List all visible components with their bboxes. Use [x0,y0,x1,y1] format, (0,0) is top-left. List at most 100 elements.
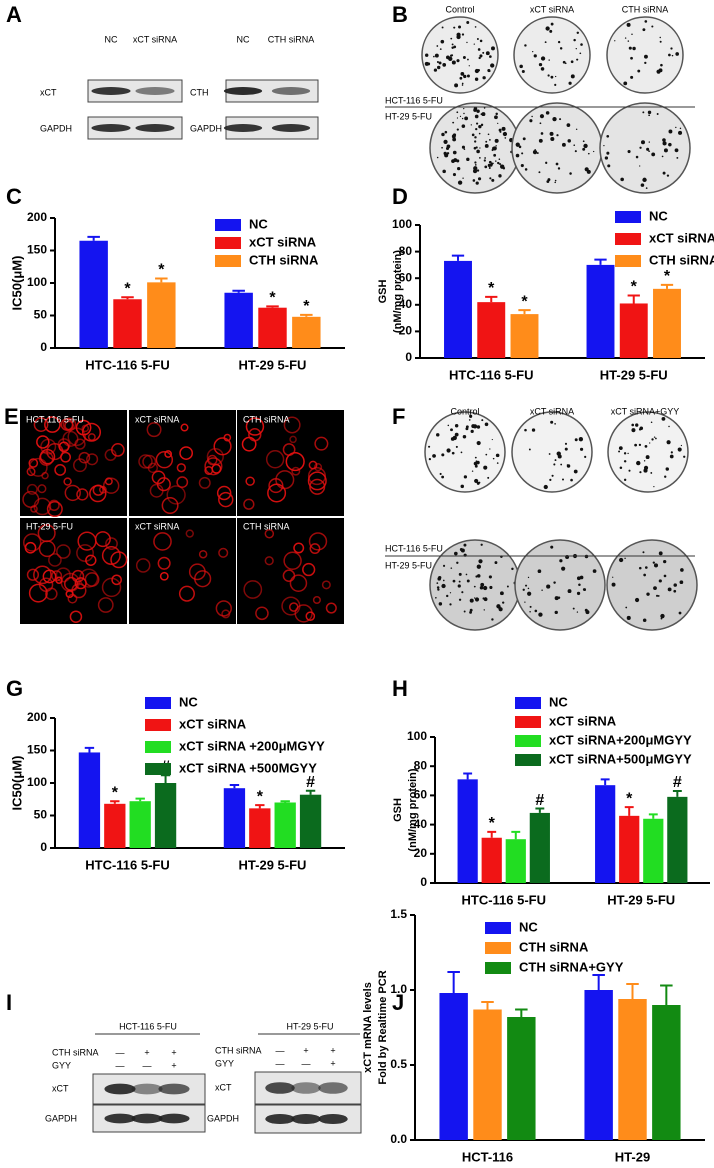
colony [446,152,450,155]
legend-label: xCT siRNA [249,234,317,249]
colony [454,83,459,88]
y-axis-label: Fold by Realtime PCR [377,970,389,1084]
panel-letter: F [392,404,405,429]
legend-label: NC [179,694,198,709]
colony [550,75,554,79]
colony [579,575,584,580]
colony [576,31,580,34]
colony [650,472,653,474]
colony [450,567,453,569]
colony [462,56,466,59]
cell [135,558,151,573]
colony [653,486,655,488]
image-label: HCT-116 5-FU [26,414,84,424]
cell [312,595,321,605]
colony [663,574,667,578]
lane-label: CTH siRNA [268,34,315,44]
row-label: xCT [52,1083,69,1093]
colony [485,453,488,456]
colony [643,573,646,577]
bar [104,803,126,848]
band [131,1113,163,1124]
band [318,1082,348,1094]
colony [646,592,650,596]
cell [288,602,299,612]
panel-letter: D [392,184,408,209]
sign: + [144,1047,149,1057]
colony [452,173,456,177]
colony [531,428,536,432]
colony [573,469,578,474]
blot [87,116,183,140]
colony [659,36,661,39]
error-bar [447,971,460,993]
colony [478,132,481,135]
colony [445,55,450,60]
cell [92,484,104,496]
significance-mark: * [112,784,119,801]
colony [538,612,543,617]
cell [78,451,91,464]
colony [576,611,579,613]
panel-letter: C [6,184,22,209]
row-label: CTH [190,87,209,97]
cell [283,551,302,570]
colony [463,543,467,547]
cell [81,424,90,433]
colony [547,74,550,77]
colony [680,444,682,447]
colony [463,610,466,613]
cell [176,476,189,489]
y-tick-label: 150 [27,243,47,257]
error-bar [300,313,313,317]
colony [474,597,480,602]
colony [428,457,431,461]
colony [536,152,539,155]
colony [678,611,682,615]
colony [477,69,480,72]
legend-label: CTH siRNA [249,252,319,267]
colony [649,442,651,444]
cell [105,537,118,551]
colony [676,156,679,159]
legend-label: CTH siRNA+GYY [519,959,624,974]
significance-mark: * [488,280,495,297]
colony [534,149,536,151]
colony [584,455,587,458]
column-label: xCT siRNA [530,4,574,14]
colony [539,122,542,125]
cell [255,606,269,621]
bar [223,788,246,848]
colony [651,152,656,157]
y-tick-label: 20 [399,324,413,338]
bar [643,818,664,883]
bar [529,812,550,883]
cell [46,501,63,518]
cell [215,600,232,617]
colony [449,592,452,594]
legend-swatch [515,697,541,709]
colony [436,65,441,70]
colony [480,123,484,127]
legend-label: NC [519,919,538,934]
colony [454,424,459,428]
colony [488,575,492,579]
significance-mark: # [673,774,682,791]
band [271,87,311,95]
cell [26,467,36,477]
cell [156,477,171,492]
cell [221,609,231,619]
colony [642,111,645,114]
colony [675,52,679,56]
colony [465,425,469,429]
colony [578,437,584,442]
colony [451,451,455,455]
band [104,1113,136,1124]
colony [483,585,488,591]
colony [663,559,667,564]
colony [432,454,436,458]
cell [44,587,58,601]
colony [668,142,672,147]
colony [498,163,500,165]
panel-letter: E [4,404,19,429]
